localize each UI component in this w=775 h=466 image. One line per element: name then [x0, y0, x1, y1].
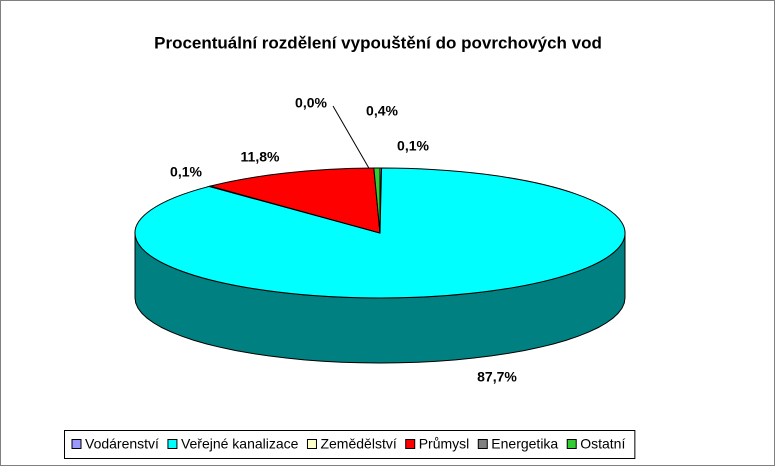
data-label: 0,1% [170, 164, 202, 180]
legend-label: Veřejné kanalizace [181, 436, 299, 452]
data-label: 11,8% [241, 149, 280, 165]
legend-swatch [405, 439, 416, 449]
legend-label: Průmysl [419, 436, 470, 452]
chart-title: Procentuální rozdělení vypouštění do pov… [154, 33, 602, 52]
legend-label: Ostatní [580, 436, 625, 452]
legend: Vodárenství Veřejné kanalizace Zemědělství… [64, 430, 636, 459]
data-label: 0,0% [295, 95, 327, 111]
legend-swatch [477, 439, 488, 449]
slice [208, 167, 381, 234]
legend-swatch [566, 439, 577, 449]
legend-label: Energetika [491, 436, 558, 452]
legend-box [64, 430, 636, 459]
data-label: 0,4% [366, 103, 398, 119]
data-label: 0,1% [397, 138, 429, 154]
legend-swatch [71, 439, 82, 449]
data-label: 87,7% [477, 369, 517, 385]
legend-label: Vodárenství [85, 436, 159, 452]
legend-label: Zemědělství [320, 436, 396, 452]
slice [373, 167, 381, 234]
legend-swatch [167, 439, 178, 449]
legend-swatch [306, 439, 317, 449]
leader-line [332, 105, 371, 171]
